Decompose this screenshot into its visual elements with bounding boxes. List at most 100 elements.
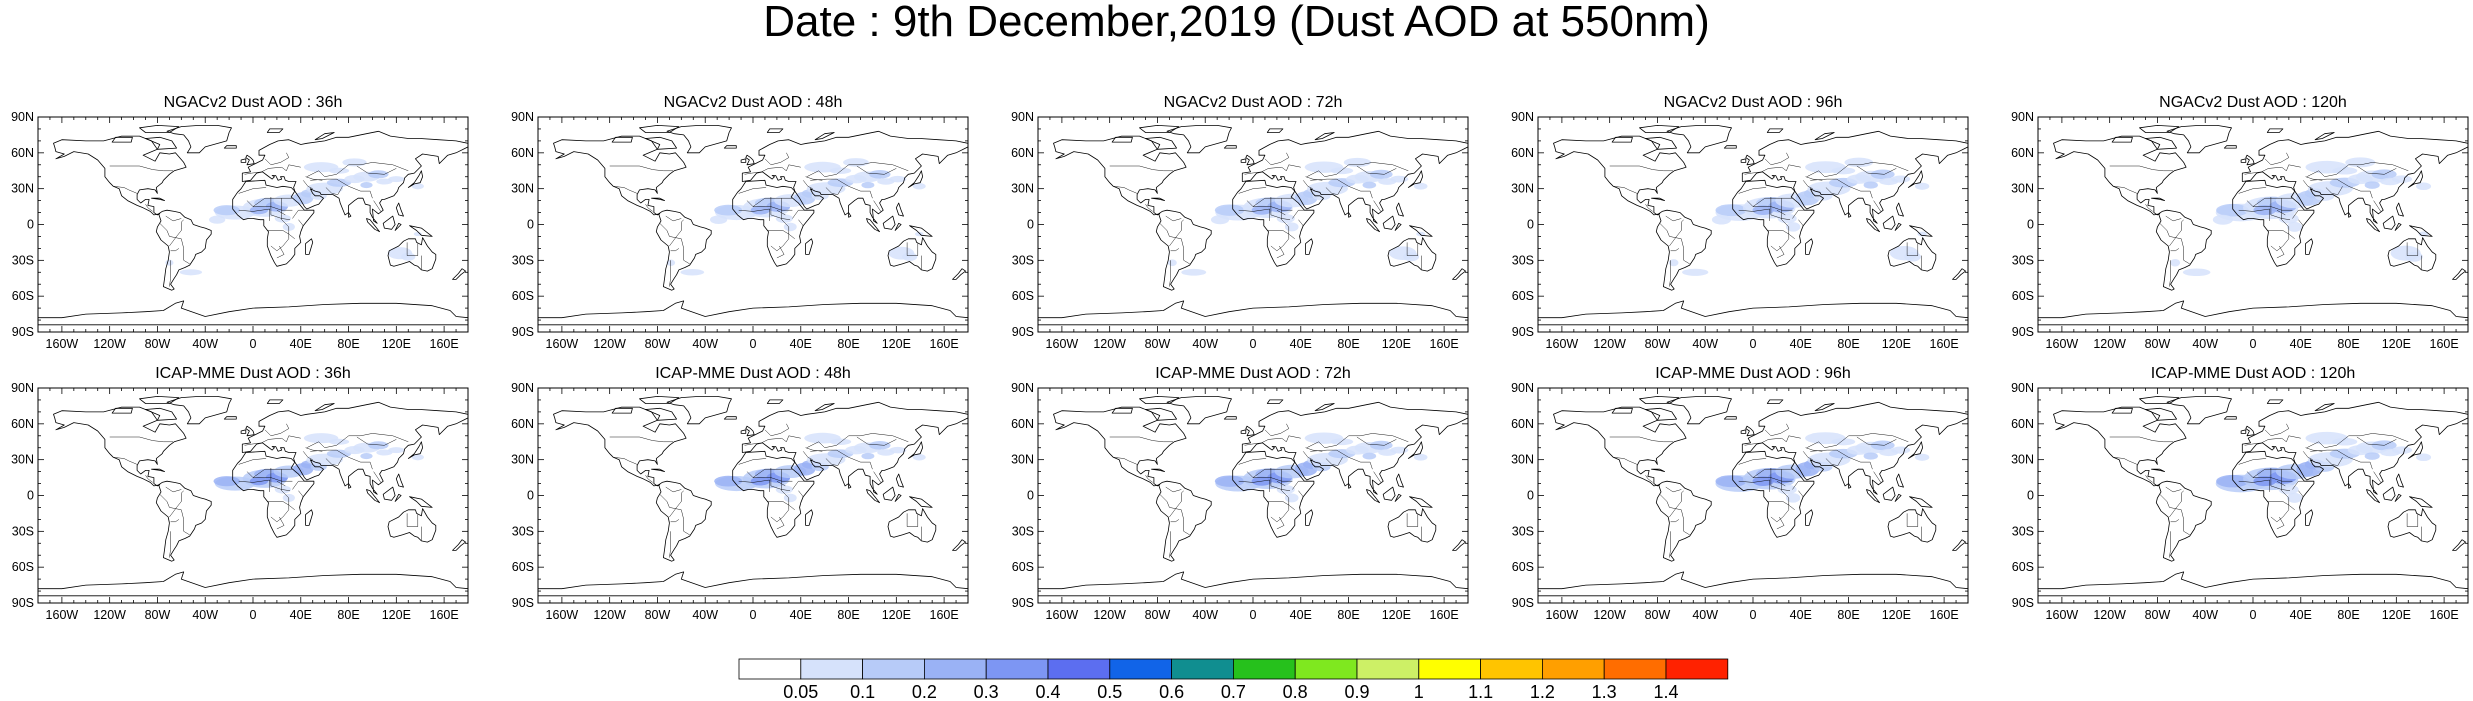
dust-plume: [2170, 258, 2181, 267]
lat-tick-label: 90N: [1011, 381, 1034, 395]
country-border: [1669, 260, 1671, 287]
country-border: [1238, 187, 1267, 194]
dust-plume: [1715, 475, 1747, 488]
coastline-svalbard: [266, 399, 284, 404]
colorbar-label: 0.2: [912, 682, 937, 701]
country-border: [1253, 477, 1293, 482]
country-border: [1238, 208, 1270, 221]
coastline-baffin-island: [1645, 407, 1677, 421]
country-border: [1303, 451, 1313, 460]
map-panel: ICAP-MME Dust AOD : 48h 90N 60N 30N 0 30S 60S 9…: [511, 365, 969, 622]
lon-tick-label: 40W: [1692, 337, 1718, 351]
coastline-north-america: [1053, 135, 1187, 216]
country-border: [738, 458, 767, 465]
country-border: [1292, 209, 1305, 219]
map-background: [2038, 117, 2468, 332]
colorbar-label: 1.4: [1653, 682, 1678, 701]
country-border: [1770, 198, 1790, 252]
country-border: [1373, 200, 1381, 212]
country-border: [170, 248, 180, 252]
dust-plume: [1167, 259, 1177, 267]
lon-tick-label: 0: [1250, 608, 1257, 622]
lon-tick-label: 40W: [692, 337, 718, 351]
country-border: [1264, 152, 1290, 166]
coastline-japan: [907, 441, 923, 459]
coastline-japan: [1407, 441, 1423, 459]
country-border: [2113, 186, 2138, 194]
country-border: [1806, 162, 1909, 177]
coastline-antarctica: [1538, 300, 1968, 326]
country-border: [113, 186, 138, 194]
coastline-eurasia: [241, 401, 468, 495]
lon-tick-label: 80W: [1645, 337, 1671, 351]
lon-tick-label: 80E: [1337, 337, 1359, 351]
lat-tick-label: 90N: [511, 381, 534, 395]
country-border: [738, 479, 770, 492]
lon-tick-label: 120W: [1593, 608, 1626, 622]
coastline-africa: [2232, 179, 2315, 267]
country-border: [906, 242, 919, 256]
colorbar-swatch: [1418, 658, 1482, 680]
map-background: [1538, 388, 1968, 603]
dust-plume: [179, 269, 203, 276]
colorbar-label: 0.3: [974, 682, 999, 701]
coastline-antarctica: [1038, 571, 1468, 597]
country-border: [770, 198, 790, 252]
country-border: [145, 475, 153, 483]
lon-tick-label: 120E: [382, 608, 411, 622]
coastline-borneo: [1382, 486, 1396, 501]
colorbar-swatch: [924, 658, 987, 680]
coastline-victoria-island: [611, 136, 633, 143]
coastline-north-america: [2053, 406, 2187, 487]
lat-tick-label: 0: [527, 489, 534, 503]
lat-tick-label: 60S: [12, 289, 34, 303]
country-border: [2169, 490, 2184, 518]
lat-tick-label: 0: [1527, 218, 1534, 232]
lon-tick-label: 80W: [1145, 608, 1171, 622]
coastline-borneo: [2382, 486, 2396, 501]
coastline-philippines: [1395, 473, 1404, 488]
country-border: [113, 457, 138, 465]
lon-tick-label: 120E: [1382, 337, 1411, 351]
coastline-borneo: [1882, 486, 1896, 501]
country-border: [1306, 162, 1409, 177]
coastline-sulawesi: [1394, 493, 1402, 502]
lat-tick-label: 90S: [1012, 325, 1034, 339]
country-border: [1767, 230, 1795, 239]
coastline-cuba: [151, 468, 166, 473]
country-border: [825, 186, 843, 195]
dust-plume: [1284, 493, 1299, 503]
coastline-africa: [232, 450, 315, 538]
country-border: [292, 209, 305, 219]
country-border: [1238, 479, 1270, 492]
coastline-antarctica: [1038, 300, 1468, 326]
coastline-novaya-zemlya: [314, 132, 335, 141]
country-border: [356, 165, 397, 175]
colorbar-swatch: [862, 658, 925, 680]
lat-tick-label: 30S: [1012, 253, 1034, 267]
dust-plume: [360, 182, 373, 189]
country-border: [1170, 248, 1180, 252]
coastline-victoria-island: [2111, 136, 2133, 143]
coastline-victoria-island: [1111, 407, 1133, 414]
lon-tick-label: 80W: [2145, 337, 2171, 351]
country-border: [2276, 210, 2286, 216]
coastline-sulawesi: [2394, 493, 2402, 502]
map-background: [2038, 388, 2468, 603]
dust-plume: [328, 438, 350, 445]
colorbar-label: 0.7: [1221, 682, 1246, 701]
coastline-novaya-zemlya: [814, 403, 835, 412]
lon-tick-label: 0: [750, 337, 757, 351]
dust-plume: [1330, 438, 1354, 446]
coastline-africa: [732, 450, 815, 538]
country-border: [1169, 219, 1184, 247]
country-border: [1810, 449, 1873, 470]
dust-plume: [2416, 182, 2432, 191]
country-border: [1109, 436, 1173, 443]
coastline-philippines: [895, 202, 904, 217]
coastline-japan: [1407, 170, 1423, 188]
country-border: [1670, 248, 1680, 252]
country-border: [2246, 197, 2293, 207]
country-border: [738, 208, 770, 221]
country-border: [305, 447, 323, 452]
